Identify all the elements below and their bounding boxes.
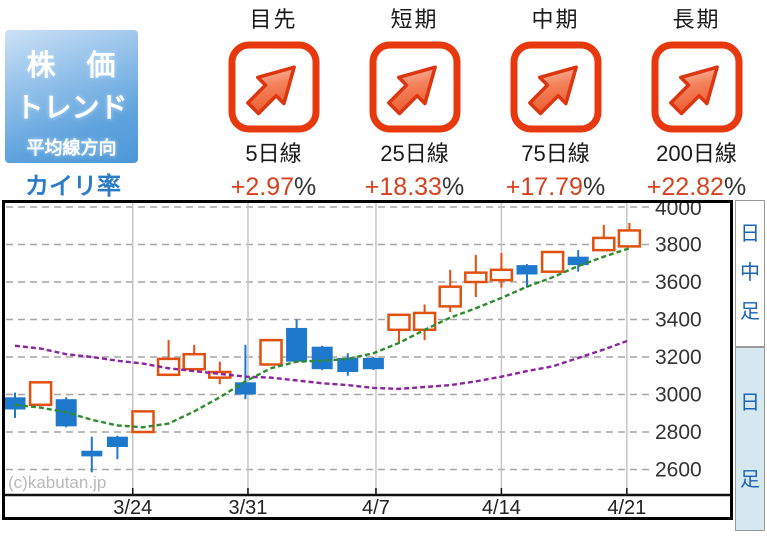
svg-text:3800: 3800 (655, 234, 702, 257)
trend-columns: 目先 5日線 +2.97% 短期 (203, 0, 767, 201)
trend-column-tanki: 短期 25日線 +18.33% (344, 0, 485, 201)
svg-text:2600: 2600 (655, 459, 702, 482)
trend-title-box: 株 価 トレンド 平均線方向 (5, 30, 138, 163)
svg-text:2800: 2800 (655, 421, 702, 444)
up-arrow-icon (228, 41, 320, 133)
svg-text:(c)kabutan.jp: (c)kabutan.jp (8, 473, 106, 492)
tab-daily-chart[interactable]: 日 足 (735, 347, 765, 531)
up-arrow-icon (510, 41, 602, 133)
svg-text:3400: 3400 (655, 309, 702, 332)
trend-column-choki: 長期 200日線 +22.82% (626, 0, 767, 201)
ma-label: 25日線 (380, 141, 449, 166)
svg-text:3/24: 3/24 (113, 497, 152, 519)
kairi-value: +22.82% (646, 173, 747, 201)
trend-title-line3: 平均線方向 (26, 138, 117, 158)
tab-intraday-chart[interactable]: 日 中 足 (735, 200, 765, 347)
svg-text:4/7: 4/7 (362, 497, 390, 519)
price-chart: 4000 3800 3600 3400 3200 3000 2800 2600 3/24 3/31… (2, 197, 733, 520)
svg-text:3/31: 3/31 (228, 497, 267, 519)
ma-label: 5日線 (245, 141, 302, 166)
term-label: 長期 (672, 7, 721, 32)
trend-column-mesaki: 目先 5日線 +2.97% (203, 0, 344, 201)
svg-text:3200: 3200 (655, 346, 702, 369)
up-arrow-icon (651, 41, 743, 133)
up-arrow-icon (369, 41, 461, 133)
chart-period-sidebar: 日 中 足 日 足 (735, 200, 765, 531)
kairi-value: +2.97% (230, 173, 317, 201)
svg-text:4/21: 4/21 (607, 497, 646, 519)
trend-column-chuki: 中期 75日線 +17.79% (485, 0, 626, 201)
svg-text:4/14: 4/14 (482, 497, 521, 519)
ma-label: 75日線 (521, 141, 590, 166)
term-label: 目先 (249, 7, 298, 32)
svg-text:3600: 3600 (655, 271, 702, 294)
kairi-value: +17.79% (505, 173, 606, 201)
ma-label: 200日線 (656, 141, 737, 166)
trend-title-line2: トレンド (15, 92, 128, 123)
trend-title-line1: 株 価 (26, 50, 117, 82)
term-label: 中期 (531, 7, 580, 32)
term-label: 短期 (390, 7, 439, 32)
svg-text:3000: 3000 (655, 384, 702, 407)
kairi-rate-label: カイリ率 (25, 173, 121, 200)
kairi-value: +18.33% (364, 173, 465, 201)
